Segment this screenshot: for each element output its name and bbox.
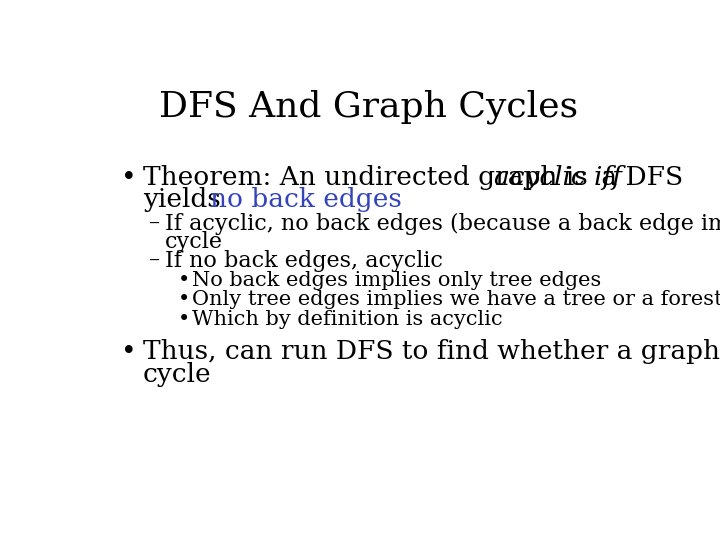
Text: If no back edges, acyclic: If no back edges, acyclic	[166, 250, 444, 272]
Text: Which by definition is acyclic: Which by definition is acyclic	[192, 310, 503, 329]
Text: Theorem: An undirected graph is: Theorem: An undirected graph is	[143, 165, 596, 190]
Text: acyclic iff: acyclic iff	[494, 165, 622, 190]
Text: DFS And Graph Cycles: DFS And Graph Cycles	[159, 90, 579, 124]
Text: cycle: cycle	[166, 231, 223, 253]
Text: –: –	[148, 212, 160, 234]
Text: no back edges: no back edges	[210, 187, 402, 212]
Text: If acyclic, no back edges (because a back edge implies a: If acyclic, no back edges (because a bac…	[166, 212, 720, 234]
Text: •: •	[178, 290, 190, 309]
Text: No back edges implies only tree edges: No back edges implies only tree edges	[192, 271, 601, 289]
Text: a DFS: a DFS	[593, 165, 683, 190]
Text: •: •	[178, 271, 190, 289]
Text: Only tree edges implies we have a tree or a forest: Only tree edges implies we have a tree o…	[192, 290, 720, 309]
Text: Thus, can run DFS to find whether a graph has a: Thus, can run DFS to find whether a grap…	[143, 339, 720, 364]
Text: •: •	[178, 310, 190, 329]
Text: yields: yields	[143, 187, 229, 212]
Text: –: –	[148, 250, 160, 272]
Text: •: •	[121, 165, 136, 190]
Text: cycle: cycle	[143, 362, 212, 387]
Text: •: •	[121, 339, 136, 364]
